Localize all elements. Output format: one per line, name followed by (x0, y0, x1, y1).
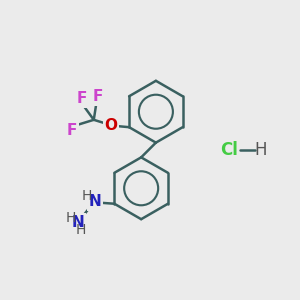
Text: N: N (72, 215, 85, 230)
Text: H: H (65, 211, 76, 225)
Text: Cl: Cl (220, 141, 238, 159)
Text: O: O (104, 118, 117, 133)
Text: H: H (82, 189, 92, 203)
Text: F: F (67, 123, 77, 138)
Text: F: F (77, 91, 87, 106)
Text: N: N (88, 194, 101, 209)
Text: F: F (93, 89, 104, 104)
Text: H: H (254, 141, 267, 159)
Text: H: H (75, 223, 86, 237)
